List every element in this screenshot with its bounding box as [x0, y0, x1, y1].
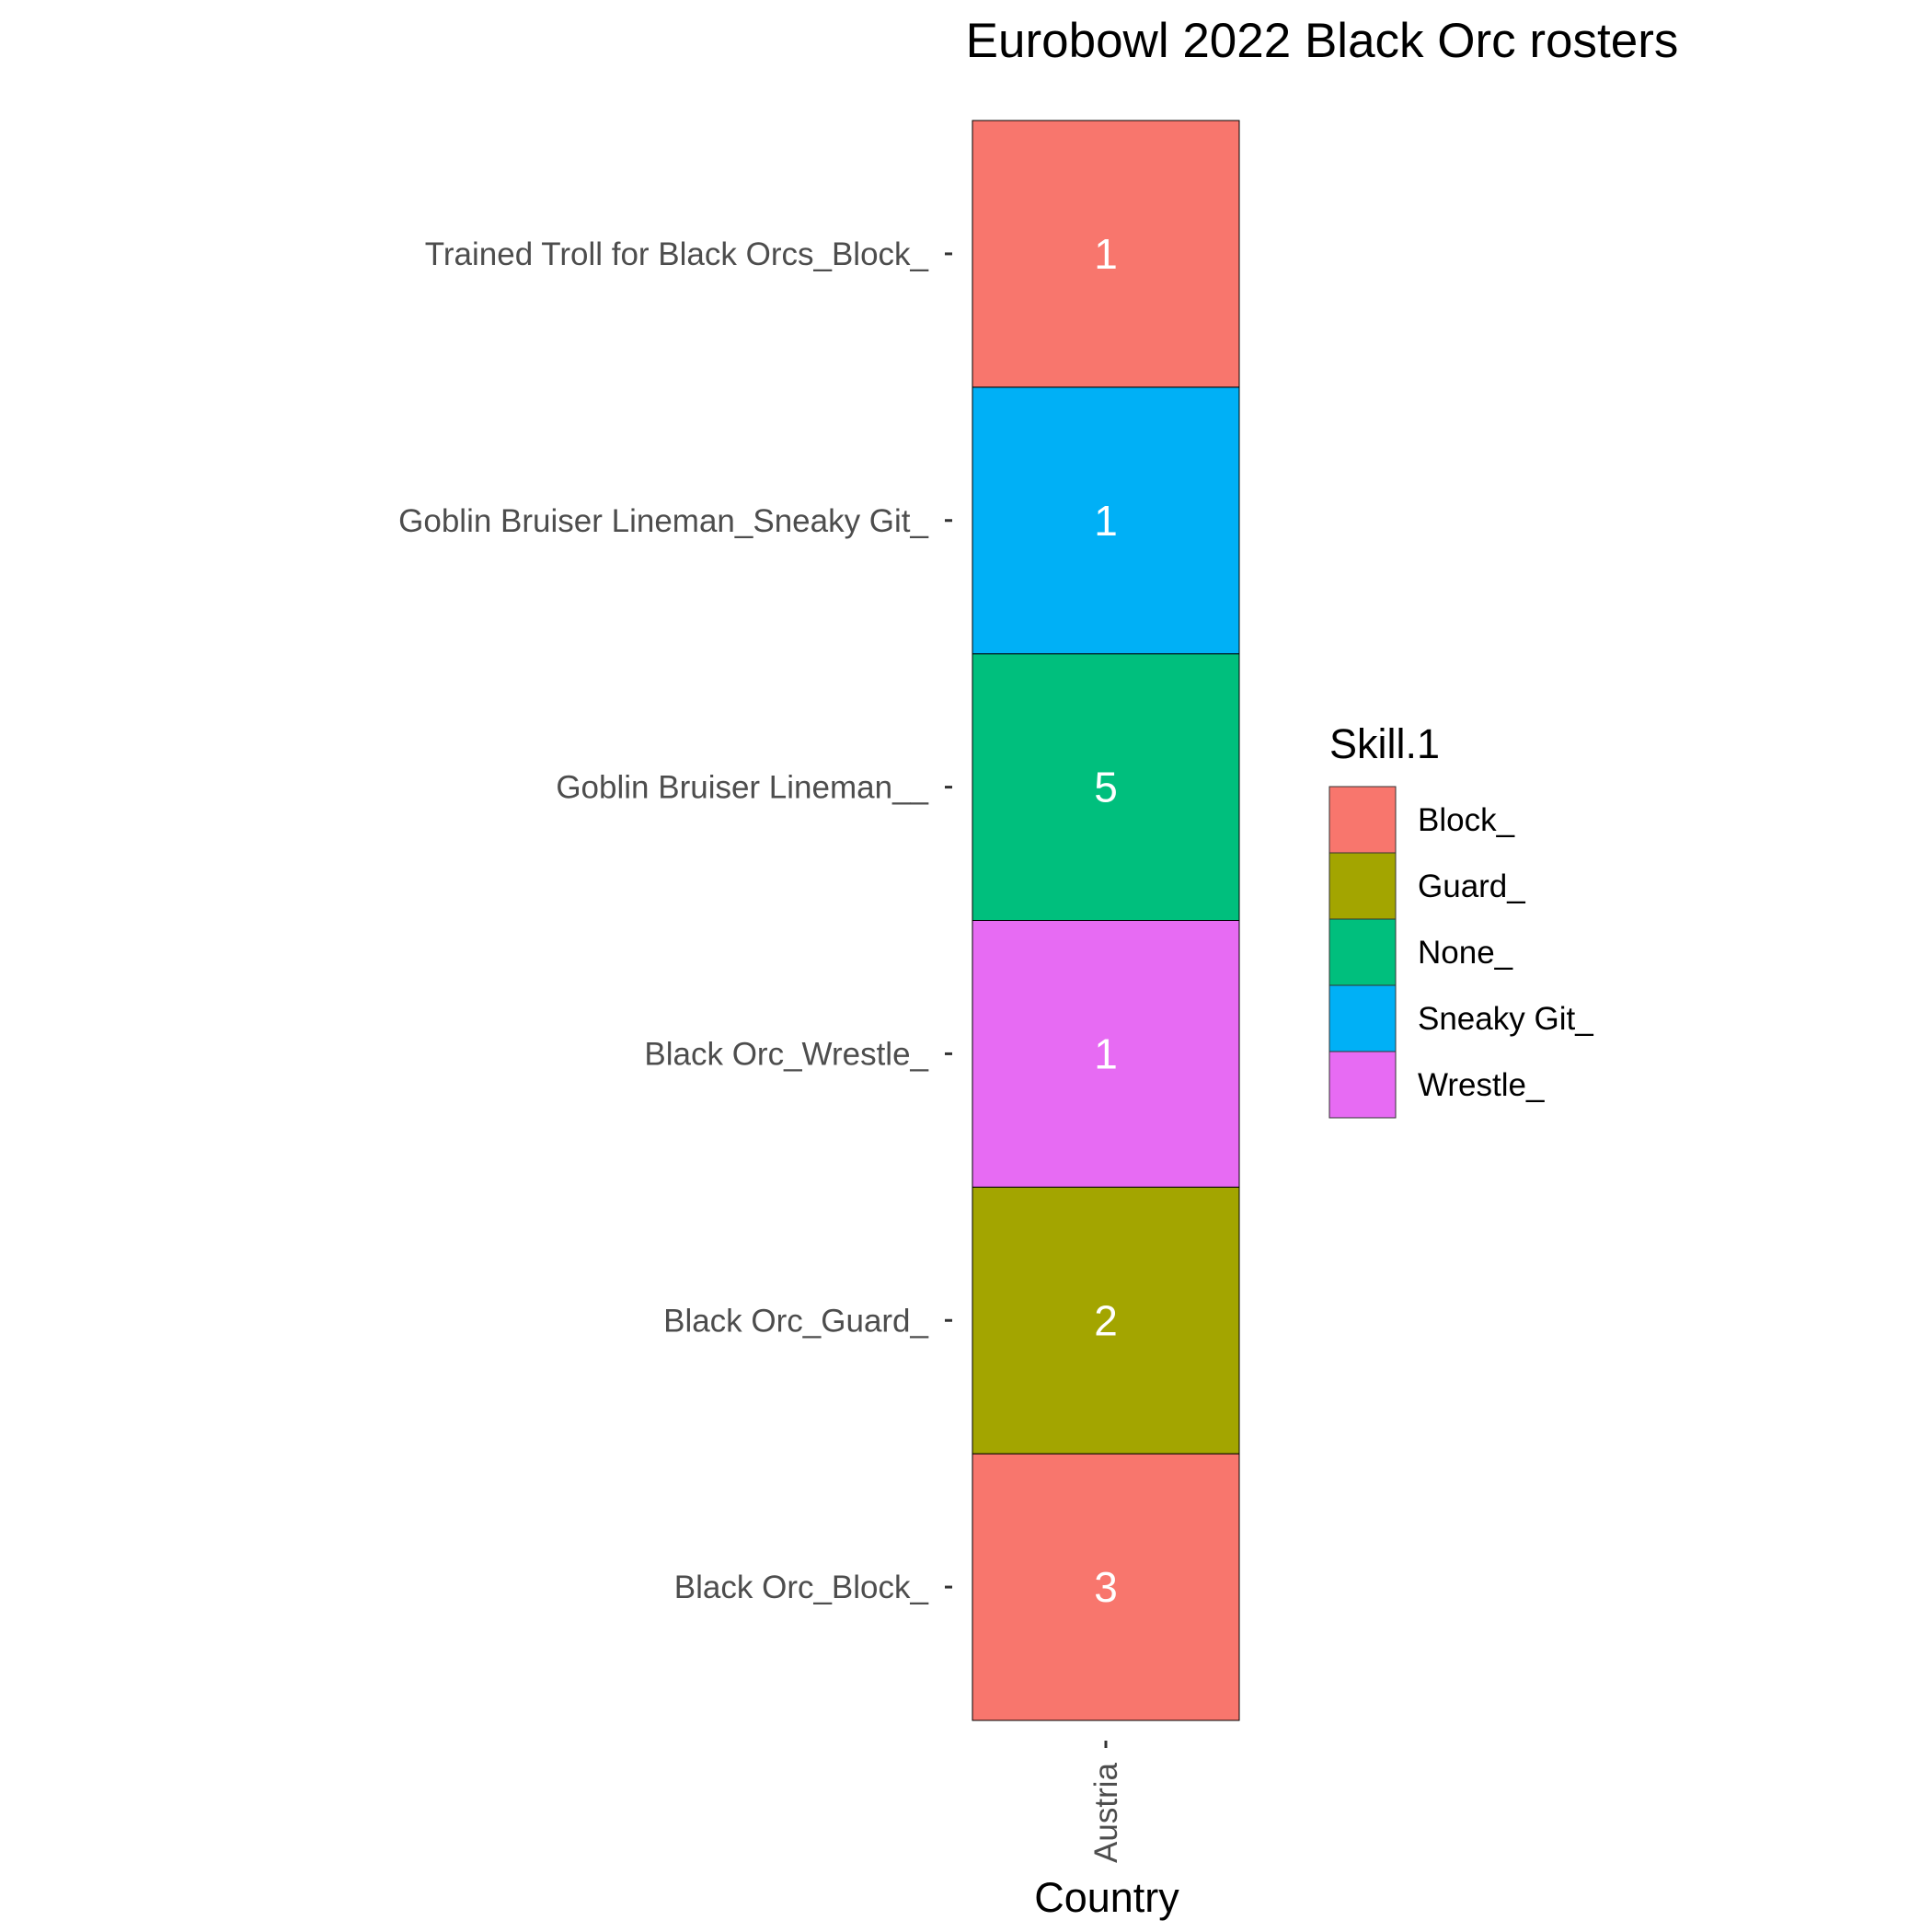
tile-value-label: 1: [1094, 230, 1118, 278]
legend-swatch: [1328, 984, 1397, 1052]
heatmap-tile: [972, 386, 1240, 655]
heatmap-tiles: 3 2 1 5 1 1: [972, 120, 1240, 1721]
legend-label: Sneaky Git_: [1418, 1001, 1593, 1037]
y-tick-label: Black Orc_Guard_: [663, 1303, 928, 1339]
tile-value-label: 3: [1094, 1563, 1118, 1611]
legend-swatch: [1328, 852, 1397, 920]
heatmap-tile: [972, 120, 1240, 388]
heatmap-tile: [972, 1186, 1240, 1455]
legend-label: None_: [1418, 935, 1513, 971]
legend-title: Skill.1: [1329, 720, 1440, 767]
x-axis: Austria: [1088, 1741, 1124, 1863]
legend-label: Block_: [1418, 802, 1515, 838]
chart-title: Eurobowl 2022 Black Orc rosters: [966, 14, 1679, 68]
y-tick-label: Black Orc_Block_: [674, 1570, 929, 1605]
tile-value-label: 1: [1094, 497, 1118, 545]
y-tick-label: Goblin Bruiser Lineman_Sneaky Git_: [398, 503, 928, 539]
tile-value-label: 1: [1094, 1029, 1118, 1077]
y-axis: Black Orc_Block_ Black Orc_Guard_ Black Or…: [398, 236, 952, 1605]
legend-label: Wrestle_: [1418, 1067, 1545, 1103]
heatmap-tile: [972, 653, 1240, 922]
x-axis-title: Country: [1034, 1874, 1179, 1921]
legend: Skill.1 Block_ Guard_ None_ Sneaky Git_ Wres…: [1328, 720, 1593, 1119]
heatmap-tile: [972, 1453, 1240, 1721]
legend-swatch: [1328, 786, 1397, 854]
y-tick-label: Black Orc_Wrestle_: [644, 1036, 928, 1072]
x-tick-label: Austria: [1088, 1762, 1124, 1862]
y-tick-label: Trained Troll for Black Orcs_Block_: [425, 236, 929, 272]
legend-swatch: [1328, 918, 1397, 986]
legend-swatch: [1328, 1051, 1397, 1119]
tile-value-label: 5: [1094, 764, 1118, 811]
tile-value-label: 2: [1094, 1296, 1118, 1344]
legend-label: Guard_: [1418, 868, 1525, 904]
y-tick-label: Goblin Bruiser Lineman__: [556, 770, 928, 806]
